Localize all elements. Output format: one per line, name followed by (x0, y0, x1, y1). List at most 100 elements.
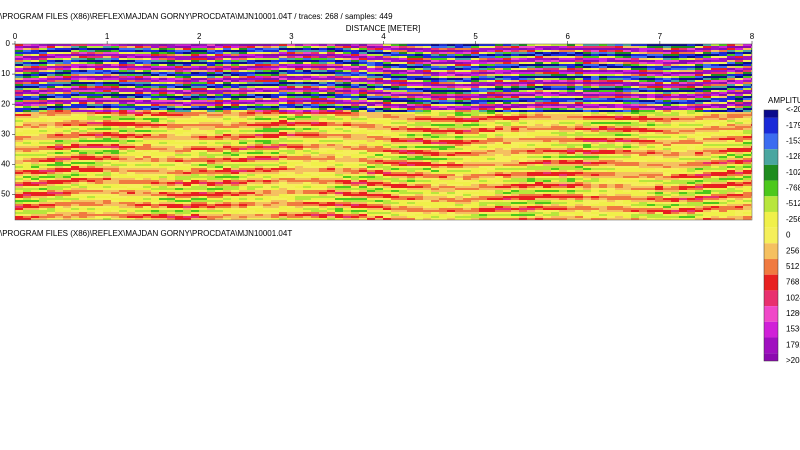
radargram-cell (47, 98, 55, 100)
radargram-cell (431, 60, 439, 62)
radargram-cell (127, 156, 135, 158)
radargram-cell (127, 70, 135, 72)
radargram-cell (439, 198, 447, 200)
radargram-cell (39, 68, 47, 70)
radargram-cell (191, 52, 199, 54)
radargram-cell (415, 210, 423, 212)
radargram-cell (127, 134, 135, 136)
radargram-cell (119, 118, 127, 120)
radargram-cell (79, 86, 87, 88)
radargram-cell (47, 190, 55, 192)
radargram-cell (207, 216, 215, 218)
radargram-cell (335, 64, 343, 66)
radargram-cell (167, 138, 175, 140)
radargram-cell (351, 90, 359, 92)
radargram-cell (295, 194, 303, 196)
radargram-cell (431, 142, 439, 144)
radargram-cell (191, 100, 199, 102)
radargram-cell (207, 110, 215, 112)
radargram-cell (407, 166, 415, 168)
radargram-cell (15, 176, 23, 178)
radargram-cell (383, 208, 391, 210)
radargram-cell (23, 132, 31, 134)
radargram-cell (15, 150, 23, 152)
radargram-cell (247, 216, 255, 218)
radargram-cell (191, 112, 199, 114)
radargram-cell (407, 76, 415, 78)
radargram-cell (351, 150, 359, 152)
radargram-cell (143, 78, 151, 80)
radargram-cell (63, 170, 71, 172)
radargram-cell (303, 44, 311, 46)
radargram-cell (431, 62, 439, 64)
radargram-cell (335, 122, 343, 124)
radargram-cell (47, 88, 55, 90)
radargram-cell (207, 50, 215, 52)
radargram-cell (151, 88, 159, 90)
radargram-cell (359, 172, 367, 174)
radargram-cell (255, 166, 263, 168)
radargram-cell (431, 140, 439, 142)
radargram-cell (375, 122, 383, 124)
radargram-cell (215, 86, 223, 88)
radargram-cell (223, 154, 231, 156)
radargram-cell (463, 60, 471, 62)
radargram-cell (223, 96, 231, 98)
radargram-cell (423, 96, 431, 98)
radargram-cell (263, 172, 271, 174)
radargram-cell (279, 116, 287, 118)
radargram-cell (87, 134, 95, 136)
radargram-cell (111, 148, 119, 150)
radargram-cell (375, 142, 383, 144)
radargram-cell (295, 204, 303, 206)
radargram-cell (423, 60, 431, 62)
radargram-cell (279, 190, 287, 192)
radargram-cell (79, 182, 87, 184)
radargram-cell (87, 192, 95, 194)
radargram-cell (71, 70, 79, 72)
radargram-cell (343, 60, 351, 62)
radargram-cell (47, 134, 55, 136)
radargram-cell (87, 142, 95, 144)
radargram-cell (175, 204, 183, 206)
radargram-cell (151, 52, 159, 54)
radargram-cell (383, 128, 391, 130)
radargram-cell (367, 162, 375, 164)
radargram-cell (103, 46, 111, 48)
radargram-cell (239, 180, 247, 182)
radargram-cell (119, 194, 127, 196)
radargram-cell (135, 102, 143, 104)
radargram-cell (79, 204, 87, 206)
radargram-cell (23, 178, 31, 180)
radargram-cell (23, 196, 31, 198)
radargram-cell (79, 200, 87, 202)
radargram-cell (447, 86, 455, 88)
radargram-cell (359, 174, 367, 176)
radargram-cell (159, 64, 167, 66)
radargram-cell (47, 118, 55, 120)
radargram-cell (231, 182, 239, 184)
radargram-cell (167, 70, 175, 72)
radargram-cell (199, 68, 207, 70)
radargram-cell (103, 154, 111, 156)
radargram-cell (71, 90, 79, 92)
radargram-cell (383, 196, 391, 198)
radargram-cell (383, 214, 391, 216)
radargram-cell (239, 136, 247, 138)
radargram-cell (455, 186, 463, 188)
radargram-cell (343, 140, 351, 142)
radargram-cell (463, 172, 471, 174)
radargram-cell (143, 124, 151, 126)
radargram-cell (231, 142, 239, 144)
radargram-cell (191, 82, 199, 84)
radargram-cell (191, 56, 199, 58)
radargram-cell (223, 78, 231, 80)
radargram-cell (415, 216, 423, 218)
radargram-cell (415, 200, 423, 202)
radargram-cell (223, 214, 231, 216)
radargram-cell (303, 116, 311, 118)
radargram-cell (39, 214, 47, 216)
radargram-cell (359, 76, 367, 78)
radargram-cell (71, 206, 79, 208)
radargram-cell (239, 118, 247, 120)
